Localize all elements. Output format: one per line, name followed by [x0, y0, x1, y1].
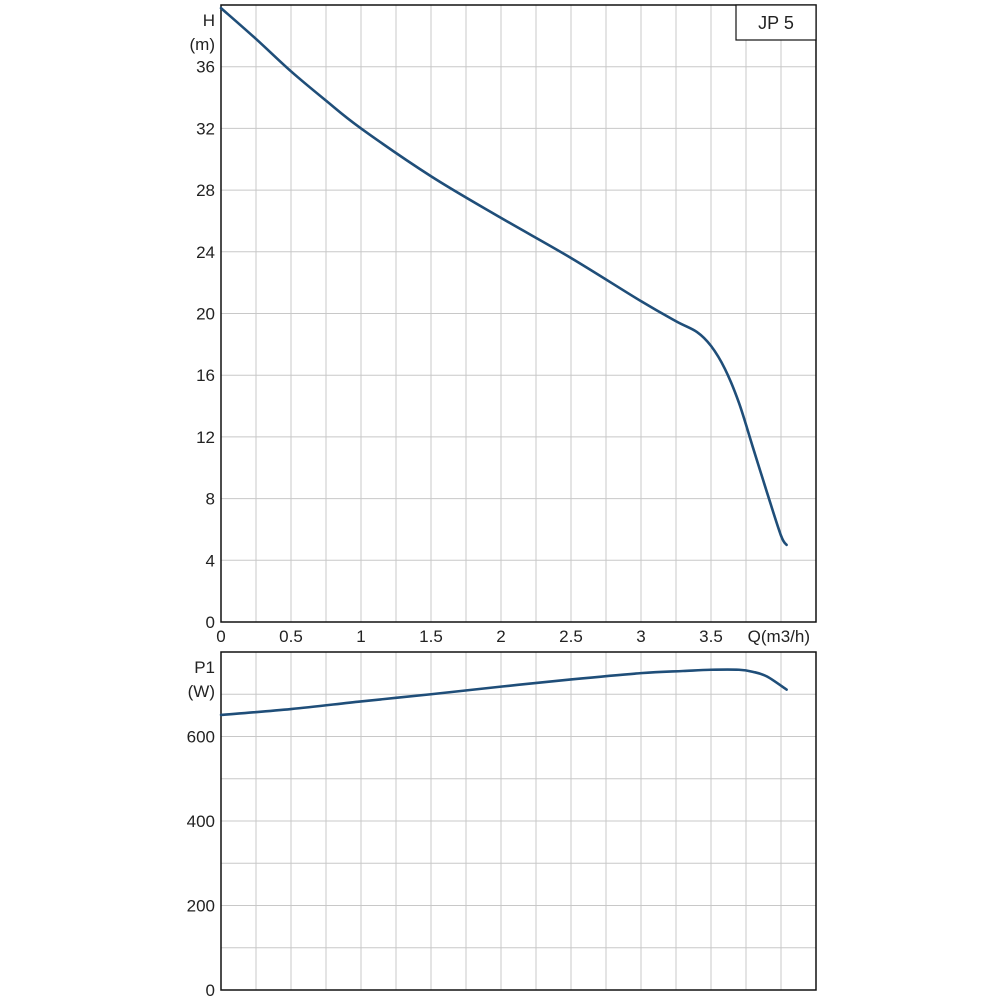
- head-x-axis-label: Q(m3/h): [748, 627, 810, 646]
- head-y-tick-label: 20: [196, 305, 215, 324]
- power-plot-frame: [220, 651, 817, 991]
- head-y-tick-label: 4: [206, 551, 215, 570]
- power-y-tick-label: 200: [187, 897, 215, 916]
- head-y-tick-label: 12: [196, 428, 215, 447]
- power-y-tick-label: 0: [206, 981, 215, 1000]
- head-y-tick-label: 8: [206, 490, 215, 509]
- head-y-tick-label: 32: [196, 119, 215, 138]
- head-x-tick-label: 1.5: [419, 627, 443, 646]
- power-y-tick-label: 400: [187, 812, 215, 831]
- head-x-tick-label: 3.5: [699, 627, 723, 646]
- legend-label: JP 5: [758, 13, 794, 33]
- head-x-tick-label: 0: [216, 627, 225, 646]
- head-x-tick-label: 2: [496, 627, 505, 646]
- head-x-tick-label: 3: [636, 627, 645, 646]
- power-y-tick-label: 600: [187, 728, 215, 747]
- head-y-tick-label: 16: [196, 366, 215, 385]
- head-y-axis-label-line1: H: [203, 11, 215, 30]
- head-y-tick-label: 0: [206, 613, 215, 632]
- head-y-tick-label: 36: [196, 58, 215, 77]
- legend-box: [735, 4, 817, 41]
- power-y-axis-label-line2: (W): [188, 682, 215, 701]
- power-y-axis-label-line1: P1: [194, 658, 215, 677]
- head-x-tick-label: 0.5: [279, 627, 303, 646]
- head-y-axis-label-line2: (m): [190, 35, 215, 54]
- head-x-tick-label: 1: [356, 627, 365, 646]
- head-plot-frame: [220, 4, 817, 623]
- head-y-tick-label: 24: [196, 243, 215, 262]
- head-x-tick-label: 2.5: [559, 627, 583, 646]
- power-curve-line: [219, 668, 788, 717]
- head-curve-line: [219, 6, 788, 547]
- head-y-tick-label: 28: [196, 181, 215, 200]
